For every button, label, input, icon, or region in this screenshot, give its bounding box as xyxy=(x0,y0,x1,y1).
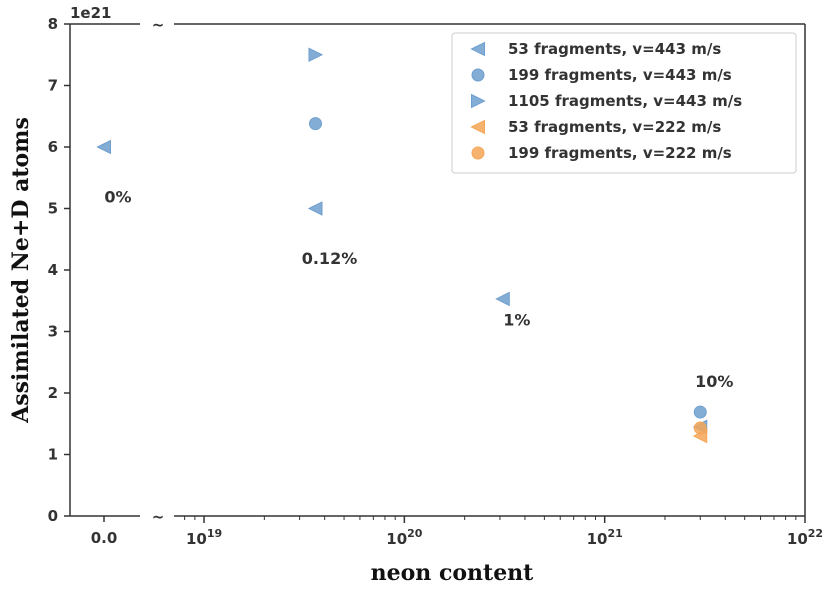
y-tick-label: 6 xyxy=(48,138,58,156)
y-multiplier-label: 1e21 xyxy=(70,4,111,22)
data-point xyxy=(495,291,510,307)
legend-label: 199 fragments, v=443 m/s xyxy=(508,66,732,84)
legend: 53 fragments, v=443 m/s 199 fragments, v=… xyxy=(451,32,797,174)
data-point xyxy=(307,201,323,216)
legend-entry: 199 fragments, v=222 m/s xyxy=(471,144,732,162)
legend-entry: 53 fragments, v=222 m/s xyxy=(470,118,721,136)
data-point xyxy=(693,405,707,419)
series-2 xyxy=(308,47,324,63)
y-tick-label: 0 xyxy=(48,507,58,525)
data-points xyxy=(96,47,708,444)
x-tick-label: 1021 xyxy=(587,527,623,548)
legend-label: 53 fragments, v=443 m/s xyxy=(508,40,721,58)
x-tick-label: 1019 xyxy=(186,527,222,548)
percentage-annotations: 0% 0.12% 1% 10% xyxy=(104,187,733,391)
y-tick-label: 4 xyxy=(48,261,58,279)
y-tick-label: 2 xyxy=(48,384,58,402)
series-0 xyxy=(96,139,708,435)
x-tick-label: 1022 xyxy=(787,527,823,548)
y-tick-label: 1 xyxy=(48,446,58,464)
legend-entry: 1105 fragments, v=443 m/s xyxy=(471,92,742,110)
legend-label: 199 fragments, v=222 m/s xyxy=(508,144,732,162)
y-tick-label: 3 xyxy=(48,323,58,341)
legend-label: 53 fragments, v=222 m/s xyxy=(508,118,721,136)
legend-entry: 53 fragments, v=443 m/s xyxy=(470,40,721,58)
legend-marker xyxy=(471,146,485,160)
legend-label: 1105 fragments, v=443 m/s xyxy=(508,92,742,110)
data-point xyxy=(693,421,707,435)
x-axis-label: neon content xyxy=(371,560,535,586)
y-tick-label: 8 xyxy=(48,15,58,33)
y-tick-label: 5 xyxy=(48,200,58,218)
annotation-label: 1% xyxy=(503,310,530,329)
data-point xyxy=(308,117,322,131)
x-tick-label: 0.0 xyxy=(91,529,118,547)
legend-marker xyxy=(471,93,486,109)
annotation-label: 0.12% xyxy=(302,249,358,268)
annotation-label: 0% xyxy=(104,187,131,206)
data-point xyxy=(308,47,324,63)
axis-ticks: 0 1 2 3 4 5 6 7 8 0.0 1019 1020 1021 1022 xyxy=(48,15,824,548)
legend-marker xyxy=(470,41,485,57)
y-axis-label: Assimilated Ne+D atoms xyxy=(8,117,34,424)
legend-entry: 199 fragments, v=443 m/s xyxy=(471,66,732,84)
data-point xyxy=(96,139,111,155)
series-1 xyxy=(308,117,707,419)
series-4 xyxy=(693,421,707,435)
axis-break-top: ~ xyxy=(152,16,165,34)
legend-marker xyxy=(471,68,485,82)
legend-box xyxy=(451,32,797,174)
legend-marker xyxy=(470,119,485,135)
y-tick-label: 7 xyxy=(48,77,58,95)
annotation-label: 10% xyxy=(695,372,733,391)
axis-break-bottom: ~ xyxy=(152,508,165,526)
x-tick-label: 1020 xyxy=(386,527,423,548)
